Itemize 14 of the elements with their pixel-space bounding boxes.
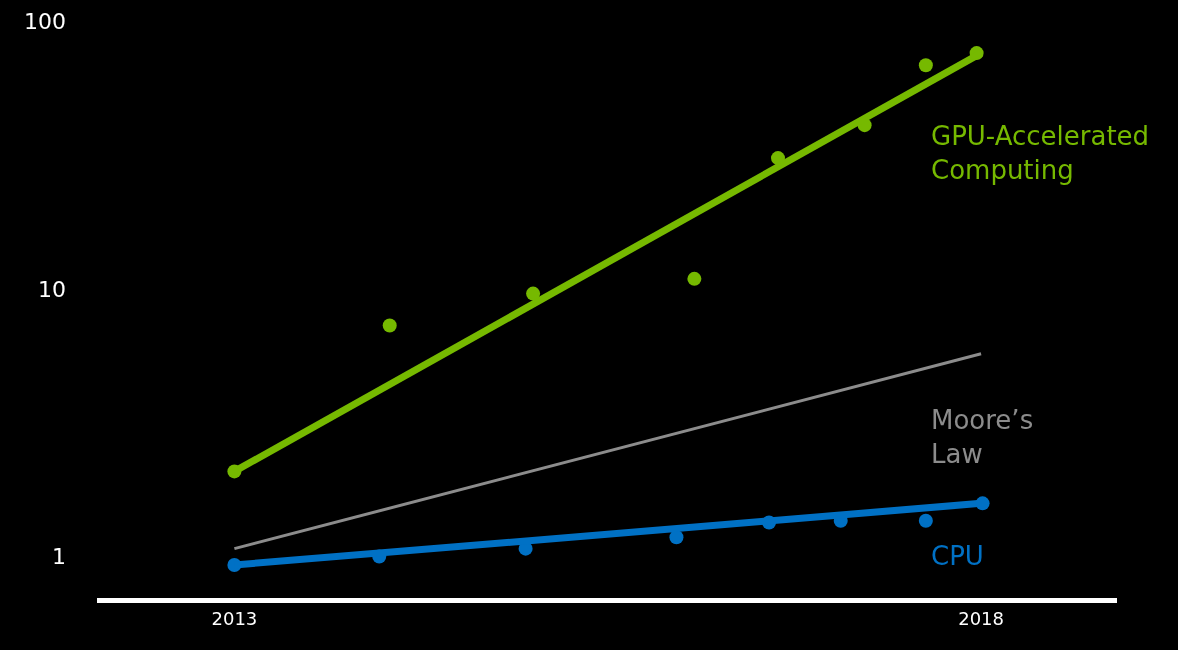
point (687, 271, 702, 286)
y-tick-label: 10 (38, 276, 66, 302)
point (669, 530, 684, 545)
y-tick-label: 100 (24, 8, 66, 34)
x-tick-label: 2013 (211, 607, 258, 629)
point (918, 513, 933, 528)
y-tick-label: 1 (52, 544, 66, 570)
series-label: Moore’s Law (931, 405, 1034, 469)
x-tick-label: 2018 (958, 607, 1005, 629)
point (382, 318, 397, 333)
series-label: GPU-Accelerated Computing (931, 121, 1150, 185)
point (918, 58, 933, 73)
series-label: CPU (931, 541, 984, 571)
point (526, 286, 541, 301)
